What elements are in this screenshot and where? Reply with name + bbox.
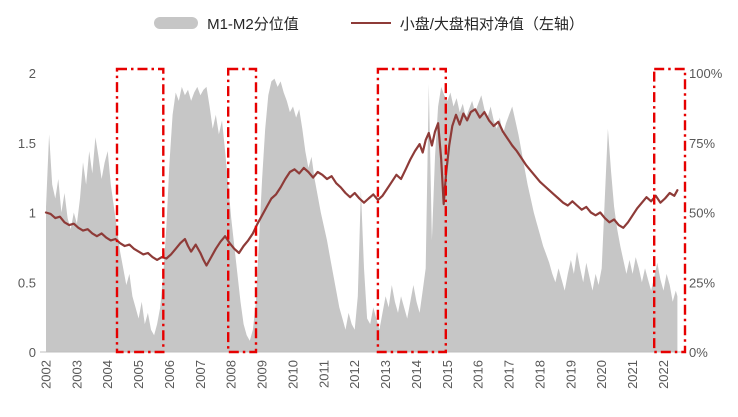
legend-label-line: 小盘/大盘相对净值（左轴） xyxy=(399,15,584,33)
legend-item-line: 小盘/大盘相对净值（左轴） xyxy=(350,13,584,34)
chart: 0 0.5 1 1.5 2 0% 25% 50% 75% 100% 2002 2003 2004 2005… xyxy=(18,66,723,389)
highlight-box xyxy=(653,67,687,354)
x-axis-tick-label: 2017 xyxy=(502,360,517,389)
x-axis-tick-label: 2020 xyxy=(594,360,609,389)
left-axis-tick-label: 0 xyxy=(29,345,36,360)
left-axis-tick-label: 2 xyxy=(29,66,36,81)
x-axis-tick-label: 2022 xyxy=(656,360,671,389)
x-axis-tick-label: 2004 xyxy=(100,360,115,389)
line-series-swatch-icon xyxy=(350,22,391,24)
x-axis-tick-label: 2012 xyxy=(347,360,362,389)
right-axis-tick-label: 0% xyxy=(689,345,708,360)
x-axis-tick-label: 2018 xyxy=(533,360,548,389)
x-axis-tick-label: 2014 xyxy=(409,360,424,389)
x-axis-tick-label: 2013 xyxy=(378,360,393,389)
x-axis-tick-label: 2005 xyxy=(131,360,146,389)
highlight-box xyxy=(115,67,165,354)
x-axis-tick-label: 2015 xyxy=(440,360,455,389)
x-axis-tick-label: 2019 xyxy=(563,360,578,389)
x-axis-tick-label: 2007 xyxy=(193,360,208,389)
x-axis-tick-label: 2010 xyxy=(286,360,301,389)
left-axis-tick-label: 1 xyxy=(29,206,36,221)
x-axis-tick-label: 2008 xyxy=(224,360,239,389)
legend: M1-M2分位值 小盘/大盘相对净值（左轴） xyxy=(0,0,738,46)
highlight-box xyxy=(226,67,258,354)
area-series-swatch-icon xyxy=(154,17,199,29)
x-axis-tick-label: 2003 xyxy=(69,360,84,389)
x-axis-tick-label: 2011 xyxy=(316,360,331,388)
x-axis-tick-label: 2006 xyxy=(162,360,177,389)
x-axis-tick-label: 2021 xyxy=(625,360,640,389)
left-axis-tick-label: 1.5 xyxy=(18,136,36,151)
left-axis-tick-label: 0.5 xyxy=(18,275,36,290)
right-axis-tick-label: 75% xyxy=(689,136,715,151)
right-axis-tick-label: 100% xyxy=(689,66,723,81)
right-axis-tick-label: 25% xyxy=(689,275,715,290)
line-series xyxy=(44,108,679,267)
highlight-box xyxy=(376,67,447,354)
area-series xyxy=(46,78,678,352)
x-axis-tick-label: 2009 xyxy=(255,360,270,389)
right-axis-tick-label: 50% xyxy=(689,206,715,221)
legend-label-area: M1-M2分位值 xyxy=(207,15,299,33)
legend-item-area: M1-M2分位值 xyxy=(154,13,299,34)
x-axis-tick-label: 2002 xyxy=(39,360,54,389)
x-axis-tick-label: 2016 xyxy=(471,360,486,389)
